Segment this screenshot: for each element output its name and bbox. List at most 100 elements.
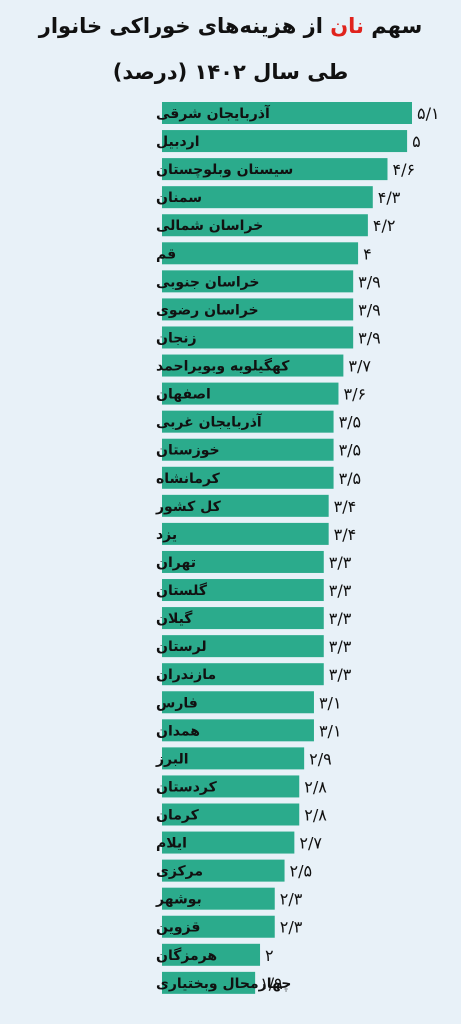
value-label: ۲/۳	[280, 918, 303, 937]
bar	[162, 522, 329, 545]
value-label: ۳/۳	[329, 609, 352, 628]
value-label: ۴/۳	[378, 188, 401, 207]
value-label: ۲	[265, 946, 274, 965]
category-label: قم	[156, 246, 176, 262]
bar	[162, 831, 295, 854]
value-label: ۳/۴	[334, 525, 357, 544]
category-label: اصفهان	[156, 387, 211, 403]
value-label: ۲/۵	[290, 862, 313, 881]
bar	[162, 719, 314, 742]
category-label: آذربایجان غربی	[156, 413, 263, 431]
category-label: خراسان رضوی	[156, 302, 259, 318]
category-label: چهارمحال وبختیاری	[156, 976, 291, 992]
bar	[162, 298, 354, 321]
value-label: ۱/۹	[260, 974, 283, 993]
category-label: خوزستان	[156, 443, 220, 459]
value-label: ۳/۵	[339, 441, 362, 460]
title-highlight: نان	[330, 14, 364, 38]
title-part1: سهم	[363, 14, 423, 38]
bar	[162, 186, 373, 209]
value-label: ۲/۳	[280, 890, 303, 909]
category-label: فارس	[156, 695, 198, 711]
value-label: ۳/۵	[339, 413, 362, 432]
chart-title-line1: سهم نان از هزینه‌های خوراکی خانوار	[0, 14, 461, 38]
category-label: سمنان	[156, 190, 202, 206]
bar	[162, 242, 359, 265]
bar	[162, 915, 275, 938]
value-label: ۳/۷	[348, 357, 371, 376]
value-label: ۳/۱	[319, 721, 342, 740]
category-label: هرمزگان	[156, 947, 217, 964]
category-label: اردبیل	[156, 134, 200, 150]
value-label: ۲/۷	[299, 834, 322, 853]
category-label: لرستان	[156, 639, 207, 655]
value-label: ۳/۹	[358, 328, 381, 347]
bar	[162, 803, 300, 826]
bar	[162, 382, 339, 405]
bar	[162, 438, 334, 461]
value-label: ۳/۳	[329, 637, 352, 656]
category-label: یزد	[156, 527, 177, 543]
category-label: کرمان	[156, 808, 200, 824]
category-label: تهران	[156, 555, 196, 571]
bar	[162, 859, 285, 882]
value-label: ۴/۲	[373, 216, 396, 235]
title-part2: از هزینه‌های خوراکی خانوار	[38, 14, 331, 38]
bar	[162, 466, 334, 489]
bar	[162, 775, 300, 798]
value-label: ۲/۸	[304, 777, 327, 796]
category-label: خراسان جنوبی	[156, 274, 259, 290]
value-label: ۴/۶	[392, 160, 415, 179]
value-label: ۳/۳	[329, 553, 352, 572]
category-label: سیستان وبلوچستان	[156, 162, 293, 178]
value-label: ۵	[412, 132, 421, 151]
value-label: ۳/۳	[329, 665, 352, 684]
category-label: کهگیلویه وبویراحمد	[156, 358, 290, 375]
value-label: ۳/۳	[329, 581, 352, 600]
value-label: ۲/۹	[309, 749, 332, 768]
bar	[162, 691, 314, 714]
category-label: همدان	[156, 723, 200, 739]
value-label: ۳/۹	[358, 272, 381, 291]
category-label: گلستان	[156, 582, 208, 599]
category-label: زنجان	[156, 330, 197, 346]
bar	[162, 943, 261, 966]
bar	[162, 550, 324, 573]
bar	[162, 971, 256, 994]
bar	[162, 214, 368, 237]
bar	[162, 270, 354, 293]
chart-title-line2: طی سال ۱۴۰۲ (درصد)	[112, 60, 349, 84]
bar	[162, 158, 388, 181]
value-label: ۳/۹	[358, 300, 381, 319]
bar	[162, 663, 324, 686]
value-label: ۳/۵	[339, 469, 362, 488]
value-label: ۵/۱	[417, 104, 440, 123]
bar	[162, 635, 324, 658]
category-label: بوشهر	[155, 892, 202, 908]
value-label: ۳/۴	[334, 497, 357, 516]
bar	[162, 494, 329, 517]
category-label: مازندران	[156, 667, 216, 683]
category-label: قزوین	[156, 920, 200, 936]
category-label: کردستان	[156, 779, 218, 795]
category-label: کرمانشاه	[156, 471, 221, 487]
category-label: خراسان شمالی	[156, 218, 263, 234]
bar	[162, 607, 324, 630]
category-label: کل کشور	[155, 499, 222, 515]
bar	[162, 887, 275, 910]
value-label: ۲/۸	[304, 806, 327, 825]
bar	[162, 747, 305, 770]
bar	[162, 130, 408, 153]
bar	[162, 410, 334, 433]
category-label: آذربایجان شرقی	[156, 104, 271, 122]
bar	[162, 354, 344, 377]
bar	[162, 326, 354, 349]
value-label: ۴	[363, 244, 372, 263]
value-label: ۳/۱	[319, 693, 342, 712]
value-label: ۳/۶	[343, 385, 366, 404]
category-label: ایلام	[156, 836, 187, 852]
category-label: البرز	[155, 751, 189, 767]
bar	[162, 579, 324, 602]
bar	[162, 102, 412, 124]
